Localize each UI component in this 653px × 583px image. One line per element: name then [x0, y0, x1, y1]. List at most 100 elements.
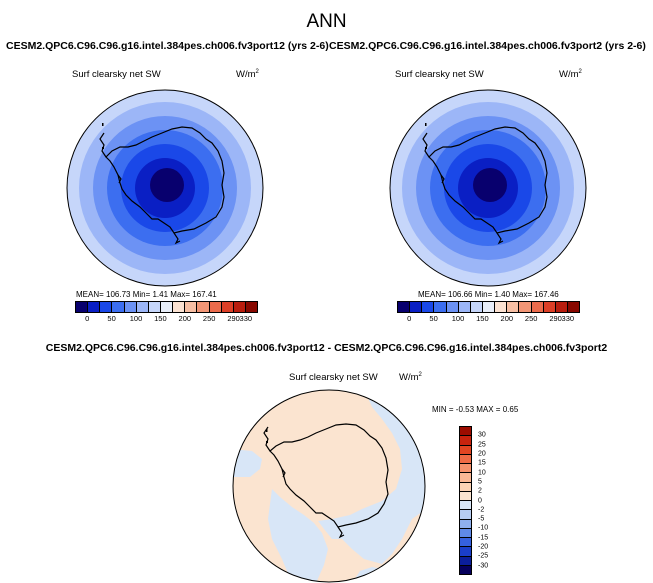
diff-stats: MIN = -0.53 MAX = 0.65	[432, 405, 519, 414]
left-polar-map	[66, 89, 264, 287]
right-stats: MEAN= 106.66 Min= 1.40 Max= 167.46	[418, 290, 559, 299]
colorbar-tick-label: 100	[451, 314, 465, 323]
colorbar-tick-label: 2	[478, 487, 482, 495]
right-colorbar	[397, 301, 580, 313]
colorbar-tick-label: 50	[107, 314, 116, 323]
colorbar-swatch	[460, 510, 471, 520]
colorbar-tick-label: -15	[478, 534, 489, 542]
colorbar-swatch	[410, 302, 423, 312]
colorbar-tick-label: 0	[478, 497, 482, 504]
colorbar-swatch	[458, 302, 471, 312]
colorbar-tick-label: -5	[478, 515, 485, 523]
colorbar-swatch	[531, 302, 544, 312]
colorbar-tick-label: 250	[524, 314, 538, 323]
colorbar-swatch	[185, 302, 198, 312]
left-contour-rings	[67, 90, 263, 286]
colorbar-tick-label: -10	[478, 524, 489, 532]
colorbar-swatch	[460, 482, 471, 492]
left-islands	[102, 123, 104, 149]
colorbar-swatch	[460, 473, 471, 483]
colorbar-tick-label: 290	[227, 314, 240, 323]
diff-islands	[266, 429, 268, 443]
colorbar-swatch	[422, 302, 435, 312]
right-colorbar-ticks: 0 50 100 150 200 250 290 330	[397, 314, 580, 324]
colorbar-swatch	[434, 302, 447, 312]
colorbar-tick-label: 330	[239, 314, 253, 323]
colorbar-swatch	[460, 436, 471, 446]
colorbar-tick-label: -2	[478, 506, 485, 514]
right-case-title: CESM2.QPC6.C96.C96.g16.intel.384pes.ch00…	[329, 40, 646, 52]
colorbar-swatch	[446, 302, 459, 312]
colorbar-swatch	[173, 302, 186, 312]
colorbar-swatch	[460, 565, 471, 574]
plot-title: ANN	[306, 11, 347, 32]
colorbar-tick-label: 250	[202, 314, 216, 323]
colorbar-tick-label: 0	[85, 314, 90, 323]
left-variable-label: Surf clearsky net SW	[72, 69, 161, 80]
colorbar-swatch	[209, 302, 222, 312]
colorbar-swatch	[460, 445, 471, 455]
colorbar-swatch	[567, 302, 580, 312]
right-variable-label: Surf clearsky net SW	[395, 69, 484, 80]
colorbar-swatch	[160, 302, 174, 312]
colorbar-swatch	[460, 427, 471, 437]
colorbar-tick-label: 25	[478, 441, 486, 449]
colorbar-tick-label: 200	[178, 314, 192, 323]
colorbar-swatch	[543, 302, 556, 312]
colorbar-swatch	[100, 302, 113, 312]
colorbar-swatch	[470, 302, 483, 312]
diff-antarctica-outline	[263, 423, 389, 539]
colorbar-tick-label: 150	[154, 314, 167, 323]
colorbar-tick-label: 10	[478, 469, 486, 477]
colorbar-swatch	[398, 302, 411, 312]
colorbar-swatch	[555, 302, 568, 312]
colorbar-swatch	[460, 501, 471, 511]
left-case-title: CESM2.QPC6.C96.C96.g16.intel.384pes.ch00…	[6, 40, 329, 52]
diff-variable-label: Surf clearsky net SW	[289, 372, 378, 383]
colorbar-swatch	[460, 547, 471, 557]
colorbar-swatch	[460, 519, 471, 529]
colorbar-tick-label: 100	[129, 314, 143, 323]
diff-unit-label: W/m2	[399, 372, 422, 384]
left-colorbar-ticks: 0 50 100 150 200 250 290 330	[75, 314, 258, 324]
left-stats: MEAN= 106.73 Min= 1.41 Max= 167.41	[76, 290, 217, 299]
colorbar-tick-label: -25	[478, 552, 489, 560]
colorbar-swatch	[460, 464, 471, 474]
colorbar-tick-label: 290	[549, 314, 562, 323]
diff-colorbar	[459, 426, 472, 575]
colorbar-swatch	[221, 302, 234, 312]
right-polar-map	[389, 89, 587, 287]
colorbar-swatch	[88, 302, 101, 312]
colorbar-tick-label: 5	[478, 478, 482, 486]
colorbar-swatch	[460, 556, 471, 566]
left-colorbar	[75, 301, 258, 313]
colorbar-swatch	[495, 302, 508, 312]
colorbar-tick-label: 150	[476, 314, 489, 323]
colorbar-tick-label: 50	[429, 314, 438, 323]
colorbar-swatch	[136, 302, 149, 312]
colorbar-tick-label: -20	[478, 543, 489, 551]
colorbar-swatch	[460, 538, 471, 548]
colorbar-tick-label: 30	[478, 431, 486, 439]
colorbar-swatch	[124, 302, 137, 312]
colorbar-tick-label: -30	[478, 562, 489, 570]
colorbar-tick-label: 15	[478, 459, 486, 467]
colorbar-swatch	[482, 302, 496, 312]
left-antarctica-outline	[99, 126, 225, 245]
diff-case-title: CESM2.QPC6.C96.C96.g16.intel.384pes.ch00…	[45, 342, 608, 354]
colorbar-swatch	[245, 302, 258, 312]
right-antarctica-outline	[422, 126, 548, 245]
colorbar-swatch	[197, 302, 210, 312]
colorbar-swatch	[76, 302, 89, 312]
colorbar-swatch	[460, 491, 471, 501]
colorbar-swatch	[460, 528, 471, 538]
colorbar-tick-label: 0	[407, 314, 412, 323]
colorbar-swatch	[460, 454, 471, 464]
right-contour-rings	[390, 90, 586, 286]
colorbar-swatch	[148, 302, 161, 312]
colorbar-swatch	[112, 302, 125, 312]
colorbar-swatch	[519, 302, 532, 312]
diff-polar-map	[232, 389, 426, 583]
diff-field	[233, 390, 425, 582]
diff-colorbar-ticks: 30 25 20 15 10 5 2 0 -2 -5 -10 -15 -20 -25 -30	[478, 426, 508, 575]
